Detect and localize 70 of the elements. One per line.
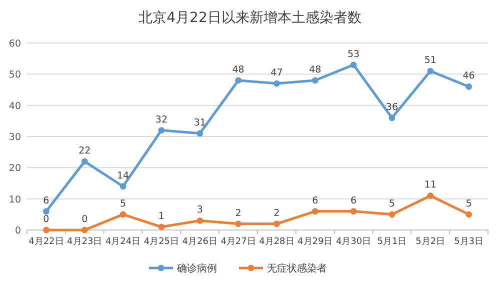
point [43,226,50,234]
data-label: 3 [196,204,203,216]
x-tick-label: 5月3日 [454,237,484,247]
data-label: 0 [43,214,50,225]
y-tick-label: 60 [8,38,21,50]
data-label: 51 [424,55,436,66]
data-label: 2 [235,208,242,219]
data-label: 47 [270,68,283,79]
point [235,220,242,227]
y-tick-label: 0 [14,226,21,236]
y-tick-label: 20 [8,163,21,174]
data-label: 1 [158,210,164,222]
point [158,224,165,230]
point [196,217,204,224]
x-tick-label: 4月29日 [298,237,333,247]
point [81,158,88,165]
point [235,77,242,84]
point [388,114,396,121]
x-tick-label: 4月23日 [67,237,102,247]
data-label: 36 [386,102,398,113]
x-tick-label: 4月24日 [105,237,141,247]
data-label: 6 [350,195,357,206]
x-tick-label: 4月25日 [144,237,180,247]
data-label: 31 [194,117,206,128]
data-label: 22 [78,145,91,156]
point [81,226,88,234]
point [427,192,434,199]
data-label: 46 [462,70,475,82]
x-tick-label: 4月28日 [259,237,294,247]
point [196,130,204,137]
x-tick-label: 5月2日 [416,237,446,247]
data-label: 6 [312,195,318,206]
point [120,211,126,218]
point [388,211,396,218]
y-tick-label: 30 [8,132,21,143]
x-tick-label: 4月27日 [220,237,256,247]
y-tick-label: 10 [8,194,21,206]
point [427,68,434,74]
data-label: 5 [388,198,395,210]
data-label: 5 [466,198,472,210]
data-label: 11 [424,180,436,191]
point [350,208,357,214]
point [312,77,318,84]
x-tick-label: 4月26日 [182,237,218,247]
data-label: 5 [120,198,126,210]
legend-label: 无症状感染者 [267,262,327,274]
y-tick-label: 40 [8,100,21,112]
data-label: 6 [43,195,50,206]
data-label: 2 [274,208,280,219]
point [43,208,50,214]
data-label: 0 [82,214,88,225]
data-label: 14 [116,170,130,182]
point [312,208,318,214]
point [466,211,472,218]
point [466,83,472,90]
chart-title: 北京4月22日以来新增本土感染者数 [138,10,362,26]
point [350,62,357,68]
point [274,220,280,227]
point [158,127,165,134]
x-tick-label: 5月1日 [377,237,407,247]
point [120,183,126,190]
data-label: 48 [309,64,322,76]
data-label: 53 [347,48,360,60]
data-label: 32 [155,114,168,126]
point [274,80,280,87]
x-tick-label: 4月22日 [28,237,64,247]
x-tick-label: 4月30日 [336,237,372,247]
legend-label: 确诊病例 [176,262,217,274]
y-tick-label: 50 [8,70,21,81]
data-label: 48 [232,64,244,76]
